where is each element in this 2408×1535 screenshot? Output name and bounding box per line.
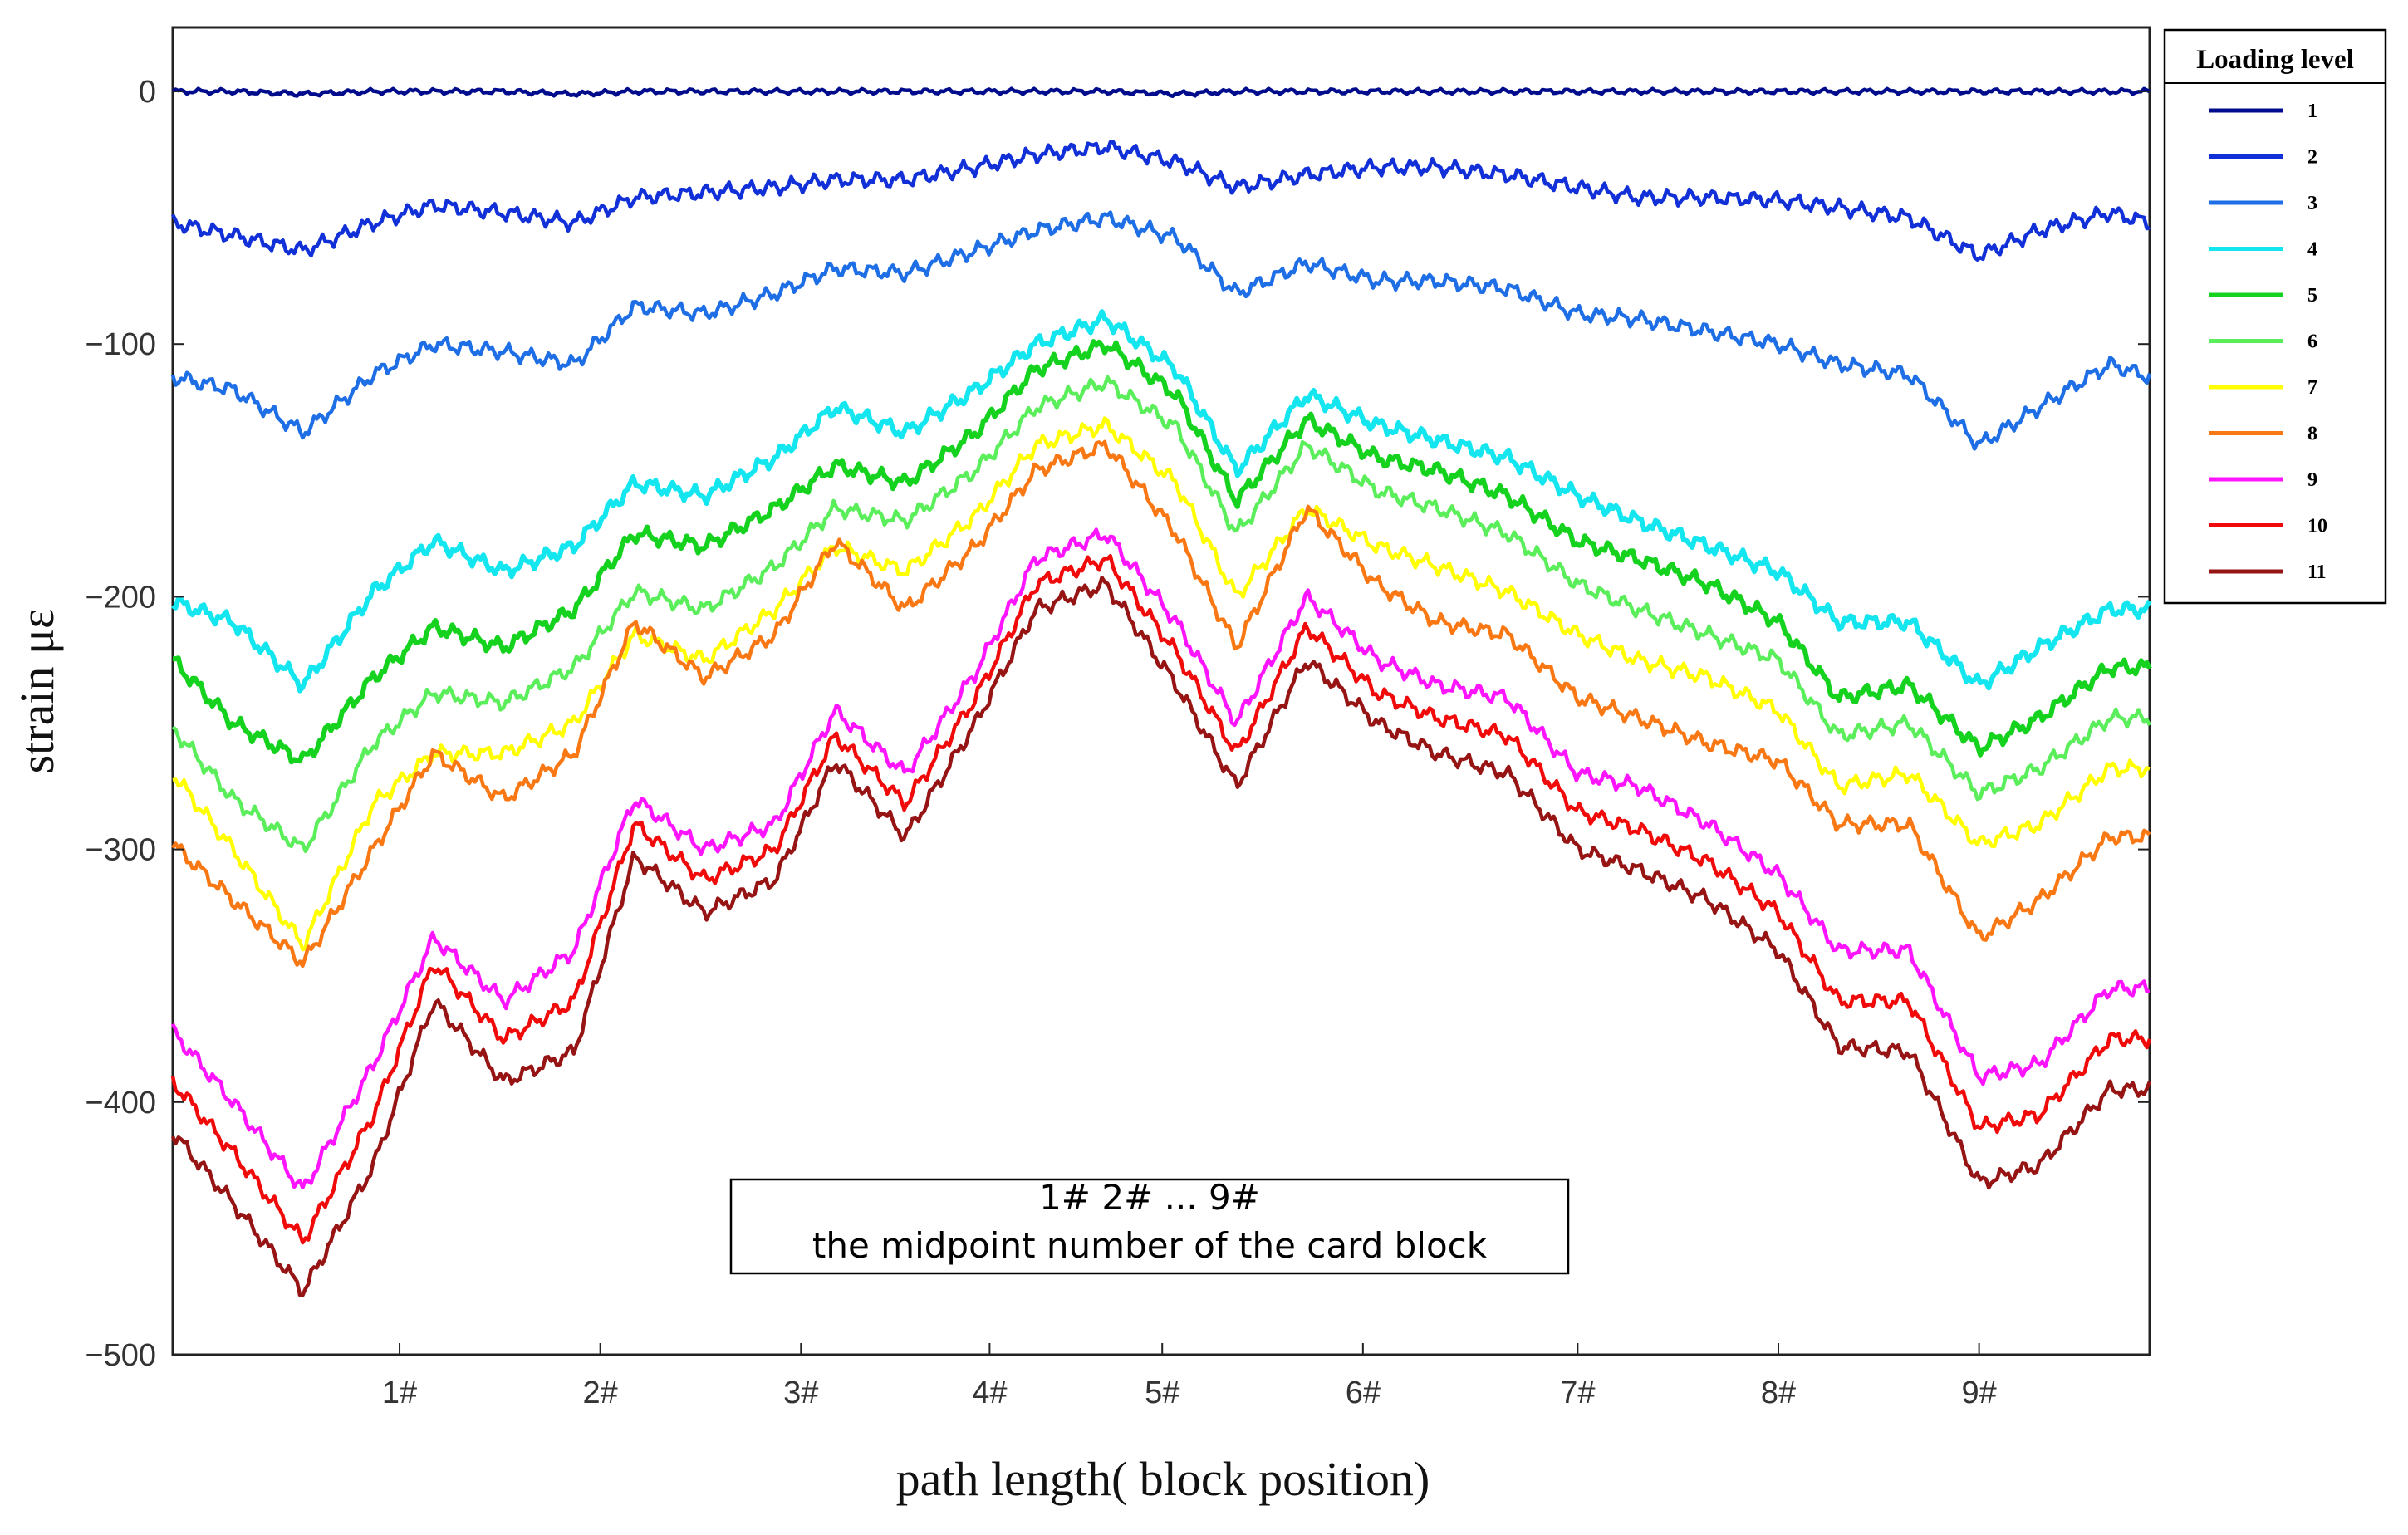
legend-title: Loading level [2196, 45, 2354, 75]
y-axis-ticks: 0 −100 −200 −300 −400 −500 [85, 75, 2150, 1373]
y-tick-label: −200 [85, 580, 156, 615]
annotation-line-2: the midpoint number of the card block [812, 1225, 1488, 1266]
series-line-7 [172, 416, 2151, 952]
legend-label-2: 2 [2307, 147, 2317, 169]
annotation-box: 1# 2# ... 9# the midpoint number of the … [729, 1177, 1570, 1275]
legend-label-3: 3 [2307, 193, 2317, 214]
x-tick-label: 6# [1346, 1376, 1381, 1410]
x-tick-label: 9# [1961, 1376, 1996, 1410]
y-tick-label: −500 [85, 1338, 156, 1373]
series-line-3 [170, 210, 2152, 451]
legend-label-11: 11 [2307, 562, 2327, 583]
series-line-1 [171, 86, 2151, 99]
series-line-6 [171, 375, 2151, 854]
legend-label-8: 8 [2307, 424, 2317, 445]
series-line-11 [170, 576, 2152, 1297]
x-tick-label: 7# [1560, 1376, 1595, 1410]
series-line-2 [170, 140, 2151, 262]
legend-label-5: 5 [2307, 285, 2317, 307]
legend-label-6: 6 [2307, 331, 2317, 353]
series-line-4 [171, 309, 2152, 694]
plot-frame [171, 26, 2151, 1356]
x-tick-label: 2# [583, 1376, 618, 1410]
x-tick-label: 4# [972, 1376, 1007, 1410]
x-tick-label: 8# [1761, 1376, 1796, 1410]
y-tick-label: −300 [85, 833, 156, 868]
annotation-frame [729, 1178, 1570, 1275]
series-line-5 [172, 339, 2152, 765]
series-layer [170, 86, 2152, 1297]
x-tick-label: 1# [382, 1376, 417, 1410]
y-tick-label: −100 [85, 327, 156, 362]
legend-label-4: 4 [2307, 239, 2317, 261]
legend-label-7: 7 [2307, 377, 2317, 399]
x-axis-title: path length( block position) [896, 1452, 1430, 1506]
x-tick-label: 5# [1145, 1376, 1179, 1410]
series-line-8 [171, 439, 2151, 969]
y-axis-title: strain με [10, 609, 64, 774]
x-tick-label: 3# [783, 1376, 818, 1410]
legend-label-9: 9 [2307, 469, 2317, 491]
legend-frame [2163, 28, 2387, 605]
series-line-9 [170, 527, 2151, 1190]
legend: Loading level 1 2 3 4 5 6 7 8 9 10 11 [2163, 28, 2387, 605]
y-tick-label: −400 [85, 1086, 156, 1121]
y-tick-label: 0 [139, 75, 156, 110]
legend-label-10: 10 [2307, 516, 2327, 537]
series-line-10 [170, 554, 2152, 1245]
annotation-line-1: 1# 2# ... 9# [1039, 1177, 1260, 1218]
legend-items: 1 2 3 4 5 6 7 8 9 10 11 [2209, 101, 2327, 583]
x-axis-ticks: 1# 2# 3# 4# 5# 6# 7# 8# 9# [382, 1343, 1997, 1410]
legend-label-1: 1 [2307, 101, 2317, 122]
